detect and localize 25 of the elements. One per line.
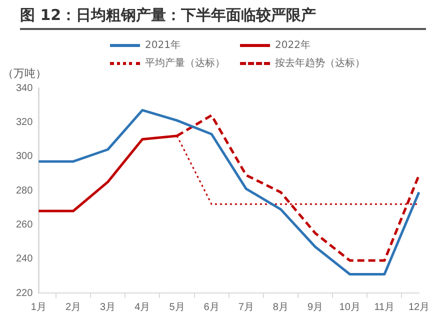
legend-label: 平均产量（达标） xyxy=(145,56,225,70)
legend-label: 2021年 xyxy=(145,39,180,52)
y-tick-label: 300 xyxy=(16,151,34,162)
y-axis-title: （万吨） xyxy=(2,66,47,80)
x-tick-label: 9月 xyxy=(307,302,324,313)
x-tick-label: 10月 xyxy=(339,302,360,313)
x-tick-label: 12月 xyxy=(408,302,430,313)
x-tick-label: 8月 xyxy=(272,302,288,313)
y-tick-label: 280 xyxy=(16,185,34,196)
y-tick-label: 320 xyxy=(16,116,34,128)
x-tick-label: 11月 xyxy=(374,302,395,313)
x-tick-label: 7月 xyxy=(238,302,254,313)
legend-label: 按去年趋势（达标） xyxy=(275,56,365,70)
y-tick-label: 240 xyxy=(16,254,34,265)
x-tick-label: 5月 xyxy=(169,302,185,313)
x-tick-label: 1月 xyxy=(30,302,46,313)
chart-title: 图 12：日均粗钢产量：下半年面临较严限产 xyxy=(19,5,318,26)
x-tick-label: 6月 xyxy=(204,302,220,313)
x-tick-label: 2月 xyxy=(65,302,82,313)
x-tick-label: 4月 xyxy=(134,302,150,313)
y-tick-label: 220 xyxy=(16,288,34,299)
legend-label: 2022年 xyxy=(275,39,310,52)
y-tick-label: 260 xyxy=(16,219,34,230)
y-tick-label: 340 xyxy=(16,82,34,94)
x-tick-label: 3月 xyxy=(100,302,116,313)
